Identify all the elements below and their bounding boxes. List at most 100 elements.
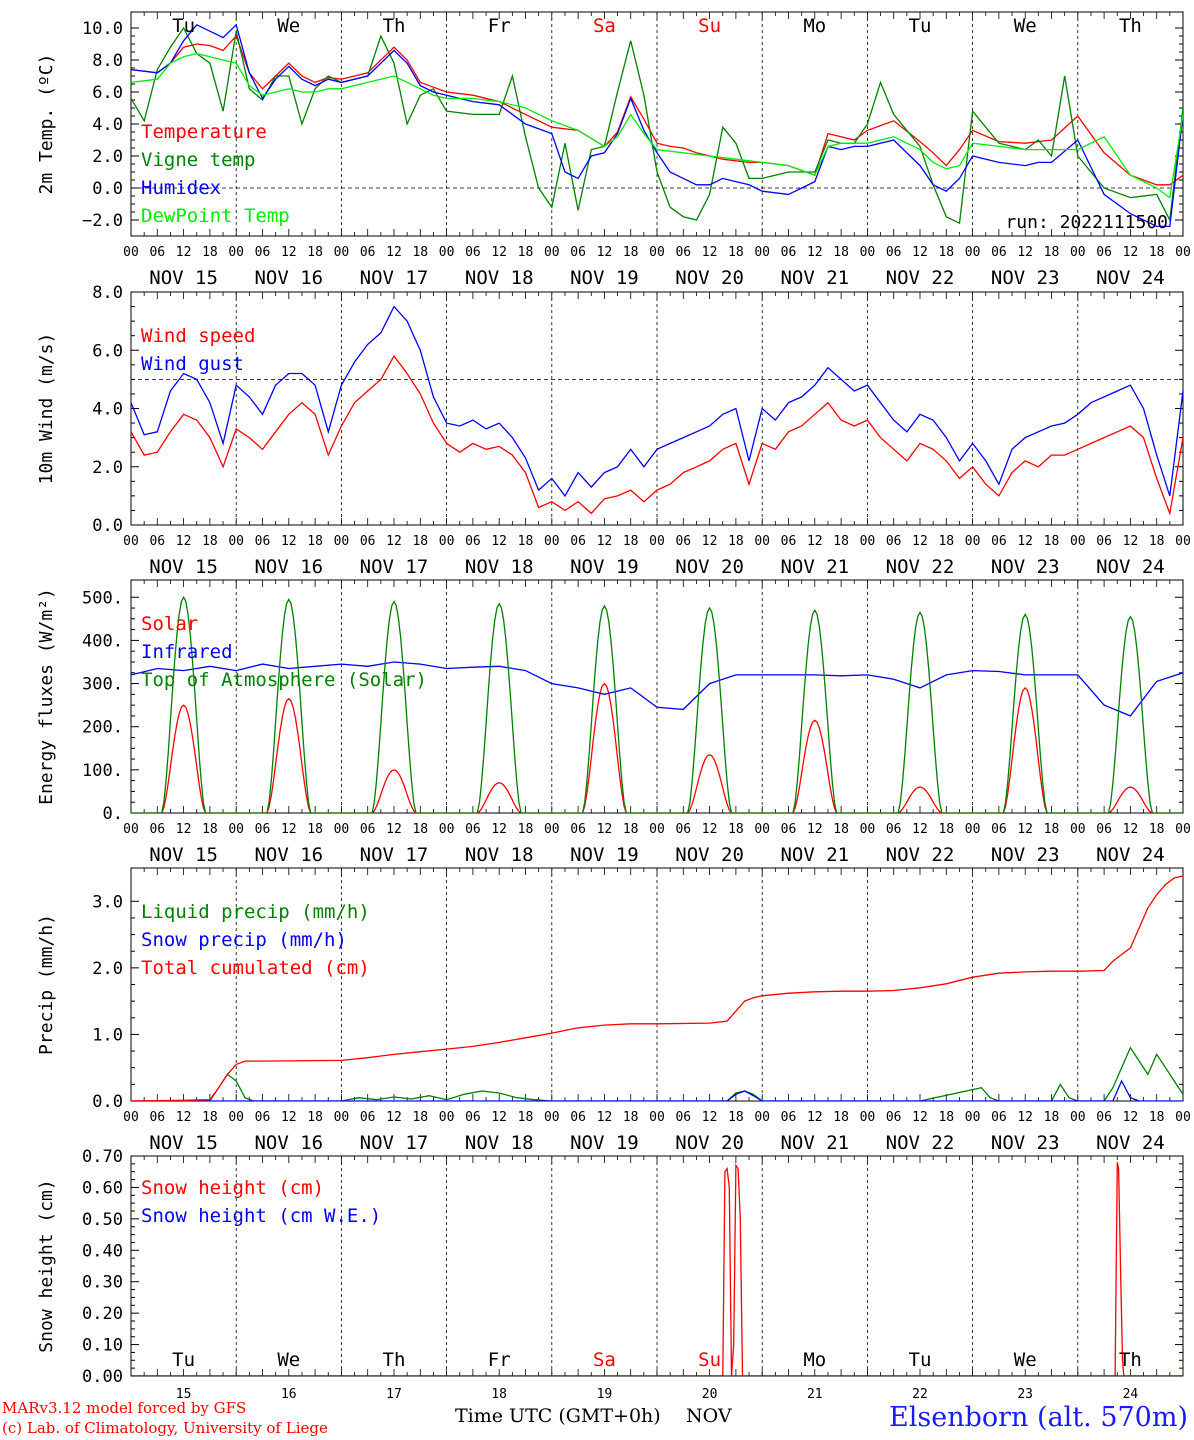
hour-tick-label: 12: [807, 1110, 823, 1125]
hour-tick-label: 12: [597, 534, 613, 549]
hour-tick-label: 00: [123, 822, 139, 837]
hour-tick-label: 00: [965, 822, 981, 837]
series-line-top-of-atmosphere-solar-: [131, 595, 1181, 813]
y-axis-label: 2m Temp. (ºC): [36, 54, 57, 195]
y-tick-label: 6.0: [92, 341, 123, 361]
hour-tick-label: 18: [728, 245, 744, 260]
hour-tick-label: 06: [360, 245, 376, 260]
hour-tick-label: 00: [334, 822, 350, 837]
hour-tick-label: 06: [781, 534, 797, 549]
panel-snow: 0.00 0.10 0.20 0.30 0.40 0.50 0.60 0.70 Snow hei…: [36, 1147, 1184, 1402]
y-tick-label: 0.40: [82, 1241, 123, 1261]
hour-tick-label: 00: [1175, 245, 1191, 260]
hour-tick-label: 18: [938, 534, 954, 549]
day-name-su: Su: [698, 1349, 721, 1371]
day-name-we: We: [1014, 1349, 1037, 1371]
hour-tick-label: 18: [1044, 1110, 1060, 1125]
hour-tick-label: 00: [228, 534, 244, 549]
date-label: NOV 18: [465, 267, 534, 289]
y-tick-label: 2.0: [92, 959, 123, 979]
day-number-label: 21: [807, 1387, 823, 1402]
date-label: NOV 15: [149, 556, 218, 578]
hour-tick-label: 12: [386, 534, 402, 549]
hour-tick-label: 00: [754, 534, 770, 549]
hour-tick-label: 00: [1175, 822, 1191, 837]
hour-tick-label: 12: [281, 534, 297, 549]
hour-tick-label: 12: [1123, 245, 1139, 260]
date-label: NOV 22: [886, 844, 955, 866]
day-number-label: 23: [1017, 1387, 1033, 1402]
y-tick-label: 400.: [82, 631, 123, 651]
hour-tick-label: 06: [149, 1110, 165, 1125]
day-name-fr: Fr: [488, 1349, 511, 1371]
hour-tick-label: 00: [228, 245, 244, 260]
series-line-solar: [131, 682, 1181, 813]
hour-tick-label: 18: [833, 245, 849, 260]
hour-tick-label: 12: [597, 245, 613, 260]
legend-entry: Wind gust: [141, 353, 244, 375]
hour-tick-label: 12: [1123, 822, 1139, 837]
date-label: NOV 15: [149, 844, 218, 866]
copyright-credit: (c) Lab. of Climatology, University of L…: [2, 1419, 328, 1437]
hour-tick-label: 12: [281, 245, 297, 260]
hour-tick-label: 18: [1149, 1110, 1165, 1125]
hour-tick-label: 00: [860, 1110, 876, 1125]
hour-tick-label: 18: [307, 822, 323, 837]
hour-tick-label: 06: [781, 1110, 797, 1125]
y-axis-label: Energy fluxes (W/m²): [36, 588, 57, 805]
date-label: NOV 15: [149, 267, 218, 289]
hour-tick-label: 18: [202, 534, 218, 549]
hour-tick-label: 12: [1017, 822, 1033, 837]
date-label: NOV 15: [149, 1132, 218, 1154]
day-number-label: 22: [912, 1387, 928, 1402]
hour-tick-label: 00: [1070, 245, 1086, 260]
hour-tick-label: 18: [623, 245, 639, 260]
hour-tick-label: 18: [1149, 534, 1165, 549]
y-tick-label: 4.0: [92, 400, 123, 420]
hour-tick-label: 12: [176, 1110, 192, 1125]
hour-tick-label: 18: [412, 534, 428, 549]
hour-tick-label: 12: [1017, 1110, 1033, 1125]
hour-tick-label: 12: [807, 245, 823, 260]
hour-tick-label: 00: [754, 245, 770, 260]
legend-entry: Snow height (cm W.E.): [141, 1205, 381, 1227]
hour-tick-label: 00: [123, 534, 139, 549]
run-label: run: 2022111500: [1005, 212, 1168, 233]
hour-tick-label: 00: [439, 1110, 455, 1125]
model-credit: MARv3.12 model forced by GFS: [2, 1399, 247, 1417]
hour-tick-label: 06: [465, 534, 481, 549]
date-label: NOV 16: [254, 844, 323, 866]
series-group: [131, 875, 1183, 1101]
y-tick-label: 0.0: [92, 1092, 123, 1112]
day-number-label: 18: [491, 1387, 507, 1402]
y-tick-label: 3.0: [92, 892, 123, 912]
hour-tick-label: 18: [623, 1110, 639, 1125]
hour-tick-label: 00: [965, 534, 981, 549]
hour-tick-label: 00: [334, 1110, 350, 1125]
date-label: NOV 21: [780, 556, 849, 578]
hour-tick-label: 00: [228, 822, 244, 837]
hour-tick-label: 00: [860, 534, 876, 549]
hour-tick-label: 00: [965, 245, 981, 260]
hour-tick-label: 06: [886, 245, 902, 260]
hour-tick-label: 12: [912, 822, 928, 837]
x-axis-month: NOV: [686, 1405, 732, 1427]
hour-tick-label: 18: [202, 822, 218, 837]
y-tick-label: 0.60: [82, 1178, 123, 1198]
date-label: NOV 16: [254, 267, 323, 289]
day-number-label: 19: [597, 1387, 613, 1402]
day-name-th: Th: [1119, 15, 1142, 37]
hour-tick-label: 18: [623, 534, 639, 549]
date-label: NOV 23: [991, 556, 1060, 578]
date-label: NOV 23: [991, 1132, 1060, 1154]
hour-tick-label: 06: [465, 245, 481, 260]
hour-tick-label: 00: [1175, 1110, 1191, 1125]
y-tick-label: 10.0: [82, 19, 123, 39]
hour-tick-label: 12: [386, 1110, 402, 1125]
day-name-sa: Sa: [593, 1349, 616, 1371]
hour-tick-label: 18: [938, 822, 954, 837]
series-group: [131, 1162, 1183, 1376]
hour-tick-label: 12: [491, 534, 507, 549]
hour-tick-label: 06: [675, 1110, 691, 1125]
